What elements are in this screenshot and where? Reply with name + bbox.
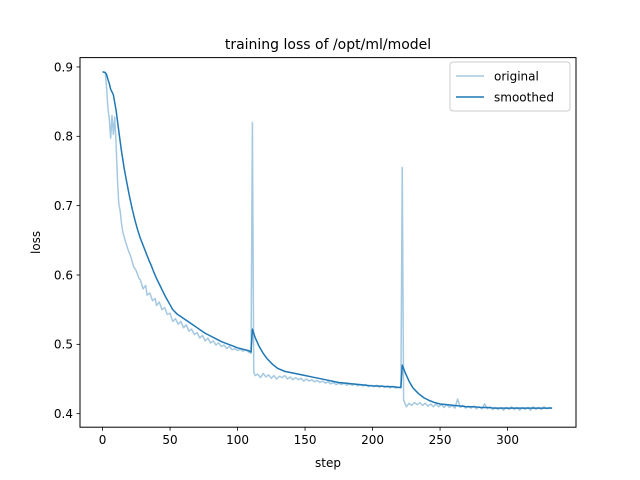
x-axis-label: step — [315, 456, 341, 470]
x-axis: 0 50 100 150 200 250 300 — [99, 427, 519, 447]
y-axis-label: loss — [29, 231, 43, 254]
series-line-smoothed — [102, 71, 553, 409]
x-tick-label: 50 — [162, 433, 177, 447]
y-tick-label: 0.7 — [54, 199, 73, 213]
legend: original smoothed — [449, 61, 571, 112]
x-tick-label: 300 — [496, 433, 519, 447]
plot-area — [102, 71, 553, 411]
x-tick-label: 100 — [226, 433, 249, 447]
x-tick-label: 250 — [429, 433, 452, 447]
y-tick-label: 0.4 — [54, 407, 73, 421]
y-tick-label: 0.8 — [54, 130, 73, 144]
y-axis: 0.4 0.5 0.6 0.7 0.8 0.9 — [54, 60, 80, 421]
y-tick-label: 0.9 — [54, 60, 73, 74]
x-tick-label: 150 — [294, 433, 317, 447]
legend-label-original: original — [494, 70, 539, 84]
chart-title: training loss of /opt/ml/model — [225, 37, 431, 53]
x-tick-label: 200 — [361, 433, 384, 447]
legend-frame — [449, 61, 571, 112]
axes-frame — [79, 57, 577, 428]
x-tick-label: 0 — [99, 433, 107, 447]
y-tick-label: 0.5 — [54, 338, 73, 352]
y-tick-label: 0.6 — [54, 268, 73, 282]
legend-label-smoothed: smoothed — [494, 91, 554, 105]
